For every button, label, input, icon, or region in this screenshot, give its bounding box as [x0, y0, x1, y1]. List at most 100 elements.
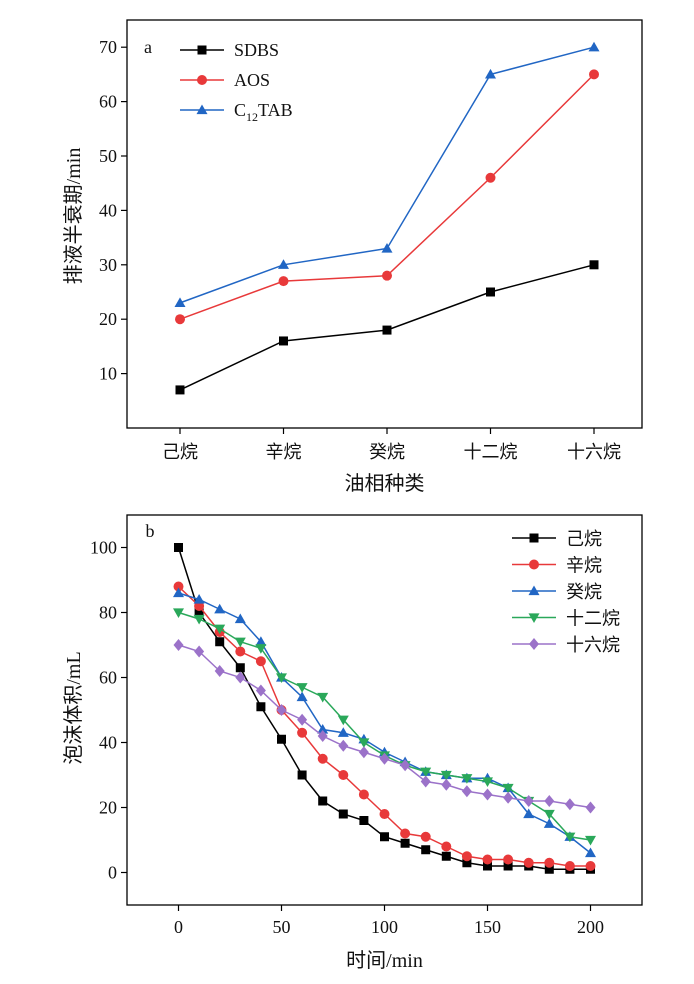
data-point — [461, 851, 472, 862]
data-point — [235, 663, 245, 673]
data-point — [503, 861, 513, 871]
legend-label: AOS — [234, 70, 270, 90]
legend-label-tail: TAB — [258, 100, 293, 120]
x-axis-label-b: 时间/min — [346, 949, 423, 972]
y-tick-label-a: 20 — [99, 309, 117, 329]
y-tick-label-a: 60 — [99, 92, 117, 112]
data-point — [503, 854, 514, 865]
data-point — [441, 841, 452, 852]
data-point — [214, 603, 226, 614]
data-point — [337, 715, 349, 726]
legend-label: C12TAB — [234, 100, 293, 124]
series-b-1 — [173, 581, 596, 871]
x-tick-label-a: 辛烷 — [266, 442, 302, 462]
data-point — [461, 785, 472, 798]
data-point — [379, 752, 390, 765]
data-point — [358, 738, 370, 748]
data-point — [337, 727, 349, 737]
y-tick-label-b: 60 — [99, 668, 117, 688]
data-point — [317, 753, 328, 764]
data-point — [279, 336, 288, 346]
data-point — [589, 69, 599, 80]
data-point — [420, 775, 431, 788]
data-point — [194, 645, 205, 658]
data-point — [588, 41, 600, 52]
data-point — [502, 783, 514, 794]
data-point — [317, 724, 329, 734]
data-point — [318, 796, 328, 806]
data-point — [400, 759, 411, 772]
x-tick-label-a: 癸烷 — [369, 442, 405, 462]
data-point — [523, 857, 534, 868]
legend-label: 辛烷 — [566, 556, 602, 576]
data-point — [296, 683, 308, 693]
y-tick-label-a: 10 — [99, 364, 117, 384]
data-point — [379, 809, 390, 819]
data-point — [214, 665, 225, 677]
y-tick-label-b: 80 — [99, 603, 117, 623]
data-point — [193, 594, 205, 604]
data-point — [382, 325, 392, 335]
data-point — [174, 543, 183, 552]
data-point — [564, 798, 575, 811]
data-point — [175, 385, 185, 395]
plot-frame-b — [126, 514, 643, 906]
data-point — [382, 270, 392, 281]
plot-frame-a — [126, 19, 643, 429]
series-line — [177, 585, 591, 867]
legend-marker — [196, 104, 208, 115]
data-point — [338, 739, 349, 752]
legend-label: 十六烷 — [566, 635, 620, 655]
legend-label-main: C — [234, 100, 246, 120]
data-point — [277, 734, 286, 744]
data-point — [276, 673, 287, 683]
series-a-1 — [175, 69, 599, 325]
data-point — [461, 774, 473, 784]
x-tick-label-a: 十六烷 — [567, 442, 621, 462]
data-point — [485, 172, 496, 183]
data-point — [543, 818, 555, 828]
data-point — [255, 636, 267, 646]
data-point — [485, 68, 496, 79]
data-point — [564, 861, 575, 871]
data-point — [297, 727, 308, 738]
data-point — [503, 791, 514, 804]
data-point — [585, 861, 596, 871]
data-point — [194, 608, 204, 617]
x-tick-label-b: 50 — [273, 917, 291, 937]
x-tick-label-b: 0 — [174, 917, 183, 937]
y-tick-label-b: 100 — [90, 538, 117, 558]
x-tick-label-b: 100 — [371, 917, 398, 937]
series-a-0 — [175, 260, 599, 395]
data-point — [544, 857, 555, 868]
legend-a: SDBS AOS C12TAB — [180, 40, 293, 124]
data-point — [420, 767, 432, 778]
data-point — [564, 832, 576, 843]
data-point — [359, 816, 369, 825]
data-point — [173, 639, 184, 651]
data-point — [544, 795, 555, 807]
data-point — [523, 808, 535, 819]
data-point — [523, 795, 534, 807]
data-point — [440, 770, 452, 781]
data-point — [234, 637, 246, 648]
data-point — [486, 287, 495, 297]
y-tick-label-a: 70 — [99, 37, 117, 57]
data-point — [358, 746, 369, 759]
data-point — [482, 788, 493, 801]
legend-marker — [197, 45, 207, 55]
data-point — [174, 297, 186, 308]
legend-label-sub: 12 — [246, 110, 258, 124]
series-a-2 — [174, 41, 600, 308]
data-point — [544, 864, 554, 874]
x-tick-label-b: 200 — [577, 917, 604, 937]
data-point — [255, 656, 266, 667]
data-point — [421, 845, 431, 855]
data-point — [482, 777, 493, 787]
y-tick-label-a: 30 — [99, 255, 117, 275]
data-point — [173, 581, 184, 592]
y-tick-label-b: 40 — [99, 733, 117, 753]
data-point — [441, 851, 451, 861]
data-point — [235, 646, 246, 657]
data-point — [400, 838, 410, 848]
